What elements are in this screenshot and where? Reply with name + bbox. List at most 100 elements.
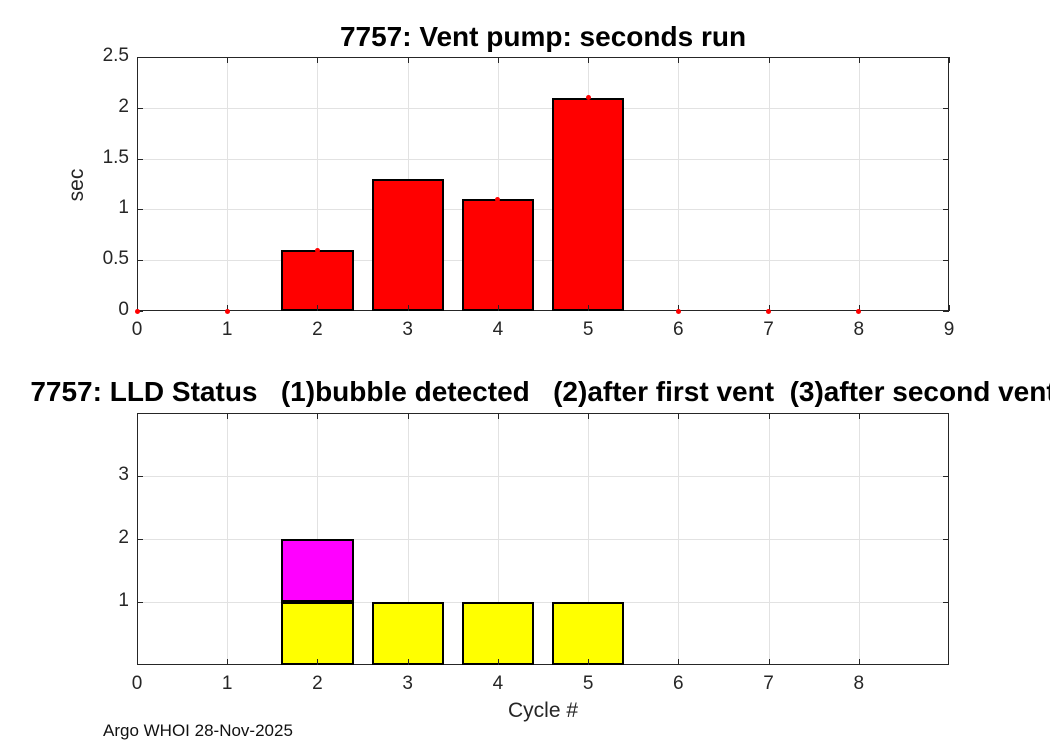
bar-cycle-3 [371,178,444,311]
x-tick-mark-top [317,57,319,63]
x-tick-label: 0 [131,319,143,340]
x-tick-mark [497,659,499,665]
x-tick-mark-top [227,57,229,63]
x-tick-mark-top [768,57,770,63]
x-tick-label: 5 [582,319,594,340]
bar-segment-status-2-after-first-vent-cycle-2 [281,539,354,602]
lld-status-axes-box [137,413,949,665]
x-tick-mark [407,659,409,665]
data-point-marker [585,95,591,101]
x-tick-mark [497,305,499,311]
figure-footer: Argo WHOI 28-Nov-2025 [103,721,293,740]
x-tick-label: 6 [673,673,684,694]
y-tick-mark [137,57,143,58]
x-tick-mark-top [588,413,590,419]
data-point-marker [134,308,140,314]
x-tick-mark-top [317,413,319,419]
lld-status-xlabel: Cycle # [507,699,579,722]
x-tick-mark-top [858,57,860,63]
x-tick-mark [678,659,680,665]
x-tick-mark [317,659,319,665]
y-tick-mark-right [943,209,949,211]
x-tick-mark-top [407,413,409,419]
bar-segment-status-1-bubble-detected-cycle-2 [281,602,354,665]
x-tick-mark [678,305,680,311]
x-tick-mark [858,659,860,665]
x-tick-label: 9 [943,319,955,340]
bar-cycle-5 [552,97,625,311]
x-tick-mark [137,305,138,311]
y-tick-label: 3 [118,464,129,485]
y-tick-mark-right [943,476,949,477]
x-tick-label: 2 [312,673,323,694]
x-tick-label: 3 [402,673,413,694]
y-tick-mark-right [943,602,949,603]
x-tick-mark-top [137,57,138,63]
bar-cycle-2 [281,250,354,311]
x-tick-label: 5 [582,673,594,694]
grid-line-horizontal [138,476,948,477]
x-tick-label: 8 [853,673,865,694]
y-tick-label: 2.5 [102,45,129,66]
x-tick-mark-top [407,57,409,63]
data-point-marker [495,196,501,202]
x-tick-mark [588,659,590,665]
x-tick-mark-top [768,413,770,419]
grid-line-horizontal [138,260,948,262]
x-tick-mark-top [678,413,680,419]
x-tick-mark [407,305,409,311]
lld-status-title: 7757: LLD Status (1)bubble detected (2)a… [30,376,1050,407]
y-tick-label: 1 [118,197,129,219]
x-tick-mark [227,305,229,311]
x-tick-mark-top [137,413,138,419]
x-tick-label: 0 [131,673,143,694]
x-tick-mark [227,659,229,665]
x-tick-mark [949,305,950,311]
grid-line-horizontal [138,602,948,603]
x-tick-label: 7 [763,673,774,694]
x-tick-mark-top [497,413,499,419]
y-tick-label: 0.5 [102,248,129,270]
y-tick-mark-right [943,311,949,312]
x-tick-mark-top [588,57,590,63]
bar-segment-status-1-bubble-detected-cycle-3 [371,602,444,665]
grid-line-vertical [768,58,770,310]
x-tick-label: 7 [763,319,774,340]
y-tick-mark [137,107,143,109]
x-tick-mark [317,305,319,311]
x-tick-mark [137,659,138,665]
y-tick-mark [137,158,143,160]
grid-line-vertical [678,58,680,310]
x-tick-label: 3 [402,319,413,340]
bar-segment-status-1-bubble-detected-cycle-5 [552,602,625,665]
y-tick-mark [137,602,143,603]
vent-pump-axes-box [137,57,949,311]
bar-segment-status-1-bubble-detected-cycle-4 [461,602,534,665]
y-tick-label: 2 [118,95,129,117]
y-tick-mark-right [943,260,949,262]
grid-line-vertical [317,58,319,310]
x-tick-label: 4 [492,319,504,340]
y-tick-label: 0 [118,299,129,320]
y-tick-mark [137,539,143,540]
x-tick-label: 2 [312,319,323,340]
x-tick-mark [768,305,770,311]
y-tick-mark-right [943,107,949,109]
x-tick-label: 4 [492,673,504,694]
x-tick-mark-top [858,413,860,419]
x-tick-mark-top [678,57,680,63]
y-tick-label: 1 [118,590,129,611]
data-point-marker [675,308,681,314]
y-tick-mark [137,311,143,312]
bar-cycle-4 [461,199,534,311]
x-tick-mark [768,659,770,665]
grid-line-horizontal [138,539,948,540]
x-tick-label: 8 [853,319,865,340]
y-tick-mark [137,209,143,211]
y-tick-mark [137,260,143,262]
grid-line-vertical [858,58,860,310]
x-tick-mark [858,305,860,311]
y-tick-label: 1.5 [102,146,129,168]
x-tick-mark [588,305,590,311]
